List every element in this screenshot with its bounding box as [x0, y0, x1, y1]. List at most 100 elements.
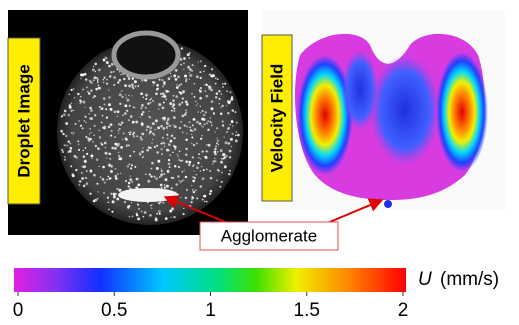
speckle [235, 134, 237, 137]
speckle [207, 128, 210, 131]
speckle [172, 124, 174, 126]
speckle [109, 107, 113, 111]
speckle [178, 91, 181, 94]
speckle [197, 111, 199, 113]
speckle [159, 92, 163, 95]
speckle [237, 133, 240, 137]
speckle [151, 204, 153, 206]
speckle [205, 150, 208, 153]
speckle [181, 170, 184, 173]
speckle [154, 146, 156, 149]
speckle [169, 209, 173, 213]
speckle [97, 80, 99, 82]
speckle [113, 110, 117, 114]
speckle [117, 173, 119, 175]
speckle [117, 81, 120, 84]
speckle [214, 153, 216, 155]
speckle [173, 145, 176, 148]
speckle [163, 145, 166, 148]
speckle [201, 198, 204, 201]
speckle [110, 134, 113, 137]
speckle [191, 175, 195, 179]
speckle [216, 78, 219, 80]
speckle [162, 101, 165, 104]
speckle [193, 82, 196, 85]
speckle [122, 114, 124, 117]
speckle [226, 131, 228, 134]
speckle [231, 132, 234, 135]
speckle [142, 215, 145, 218]
speckle [98, 129, 100, 132]
speckle [86, 152, 89, 156]
speckle [144, 93, 148, 97]
speckle [205, 200, 208, 203]
speckle [148, 110, 150, 112]
speckle [105, 116, 109, 119]
speckle [73, 131, 75, 133]
speckle [124, 137, 128, 141]
speckle [130, 202, 133, 204]
speckle [135, 120, 139, 124]
speckle [161, 78, 164, 82]
speckle [185, 103, 189, 106]
speckle [98, 165, 100, 167]
speckle [159, 183, 163, 187]
speckle [112, 195, 116, 199]
speckle [129, 175, 131, 177]
speckle [192, 179, 196, 183]
speckle [69, 147, 73, 150]
speckle [146, 201, 149, 204]
speckle [98, 136, 102, 139]
speckle [123, 112, 127, 115]
speckle [171, 109, 173, 112]
speckle [108, 64, 111, 68]
speckle [140, 123, 144, 127]
speckle [75, 168, 78, 172]
speckle [62, 113, 66, 117]
speckle [124, 179, 128, 183]
speckle [223, 136, 225, 138]
speckle [203, 70, 205, 73]
label-box [7, 37, 41, 205]
speckle [179, 57, 183, 61]
speckle [77, 143, 80, 146]
speckle [112, 70, 115, 73]
speckle [184, 74, 188, 78]
speckle [188, 53, 190, 56]
droplet-image [8, 10, 248, 235]
speckle [139, 136, 142, 139]
speckle [107, 125, 111, 129]
speckle [65, 122, 69, 125]
speckle [162, 85, 165, 88]
speckle [229, 123, 232, 126]
speckle [162, 201, 165, 204]
speckle [191, 92, 193, 95]
speckle [131, 120, 135, 124]
speckle [138, 208, 140, 210]
speckle [163, 184, 166, 186]
speckle [199, 76, 202, 80]
speckle [97, 84, 100, 87]
speckle [204, 155, 207, 159]
speckle [173, 76, 176, 78]
speckle [139, 153, 142, 156]
speckle [89, 117, 92, 120]
speckle [183, 124, 186, 127]
speckle [230, 97, 234, 101]
speckle [73, 109, 75, 112]
speckle [201, 125, 203, 127]
speckle [178, 103, 182, 107]
speckle [144, 173, 147, 176]
speckle [176, 84, 178, 86]
speckle [197, 103, 199, 105]
colorbar [14, 268, 406, 292]
speckle [108, 103, 111, 107]
speckle [113, 76, 117, 79]
speckle [97, 81, 99, 84]
arrow [324, 198, 384, 225]
speckle [128, 84, 131, 88]
speckle [194, 100, 197, 103]
speckle [204, 90, 207, 92]
speckle [92, 97, 94, 99]
speckle [155, 167, 159, 170]
